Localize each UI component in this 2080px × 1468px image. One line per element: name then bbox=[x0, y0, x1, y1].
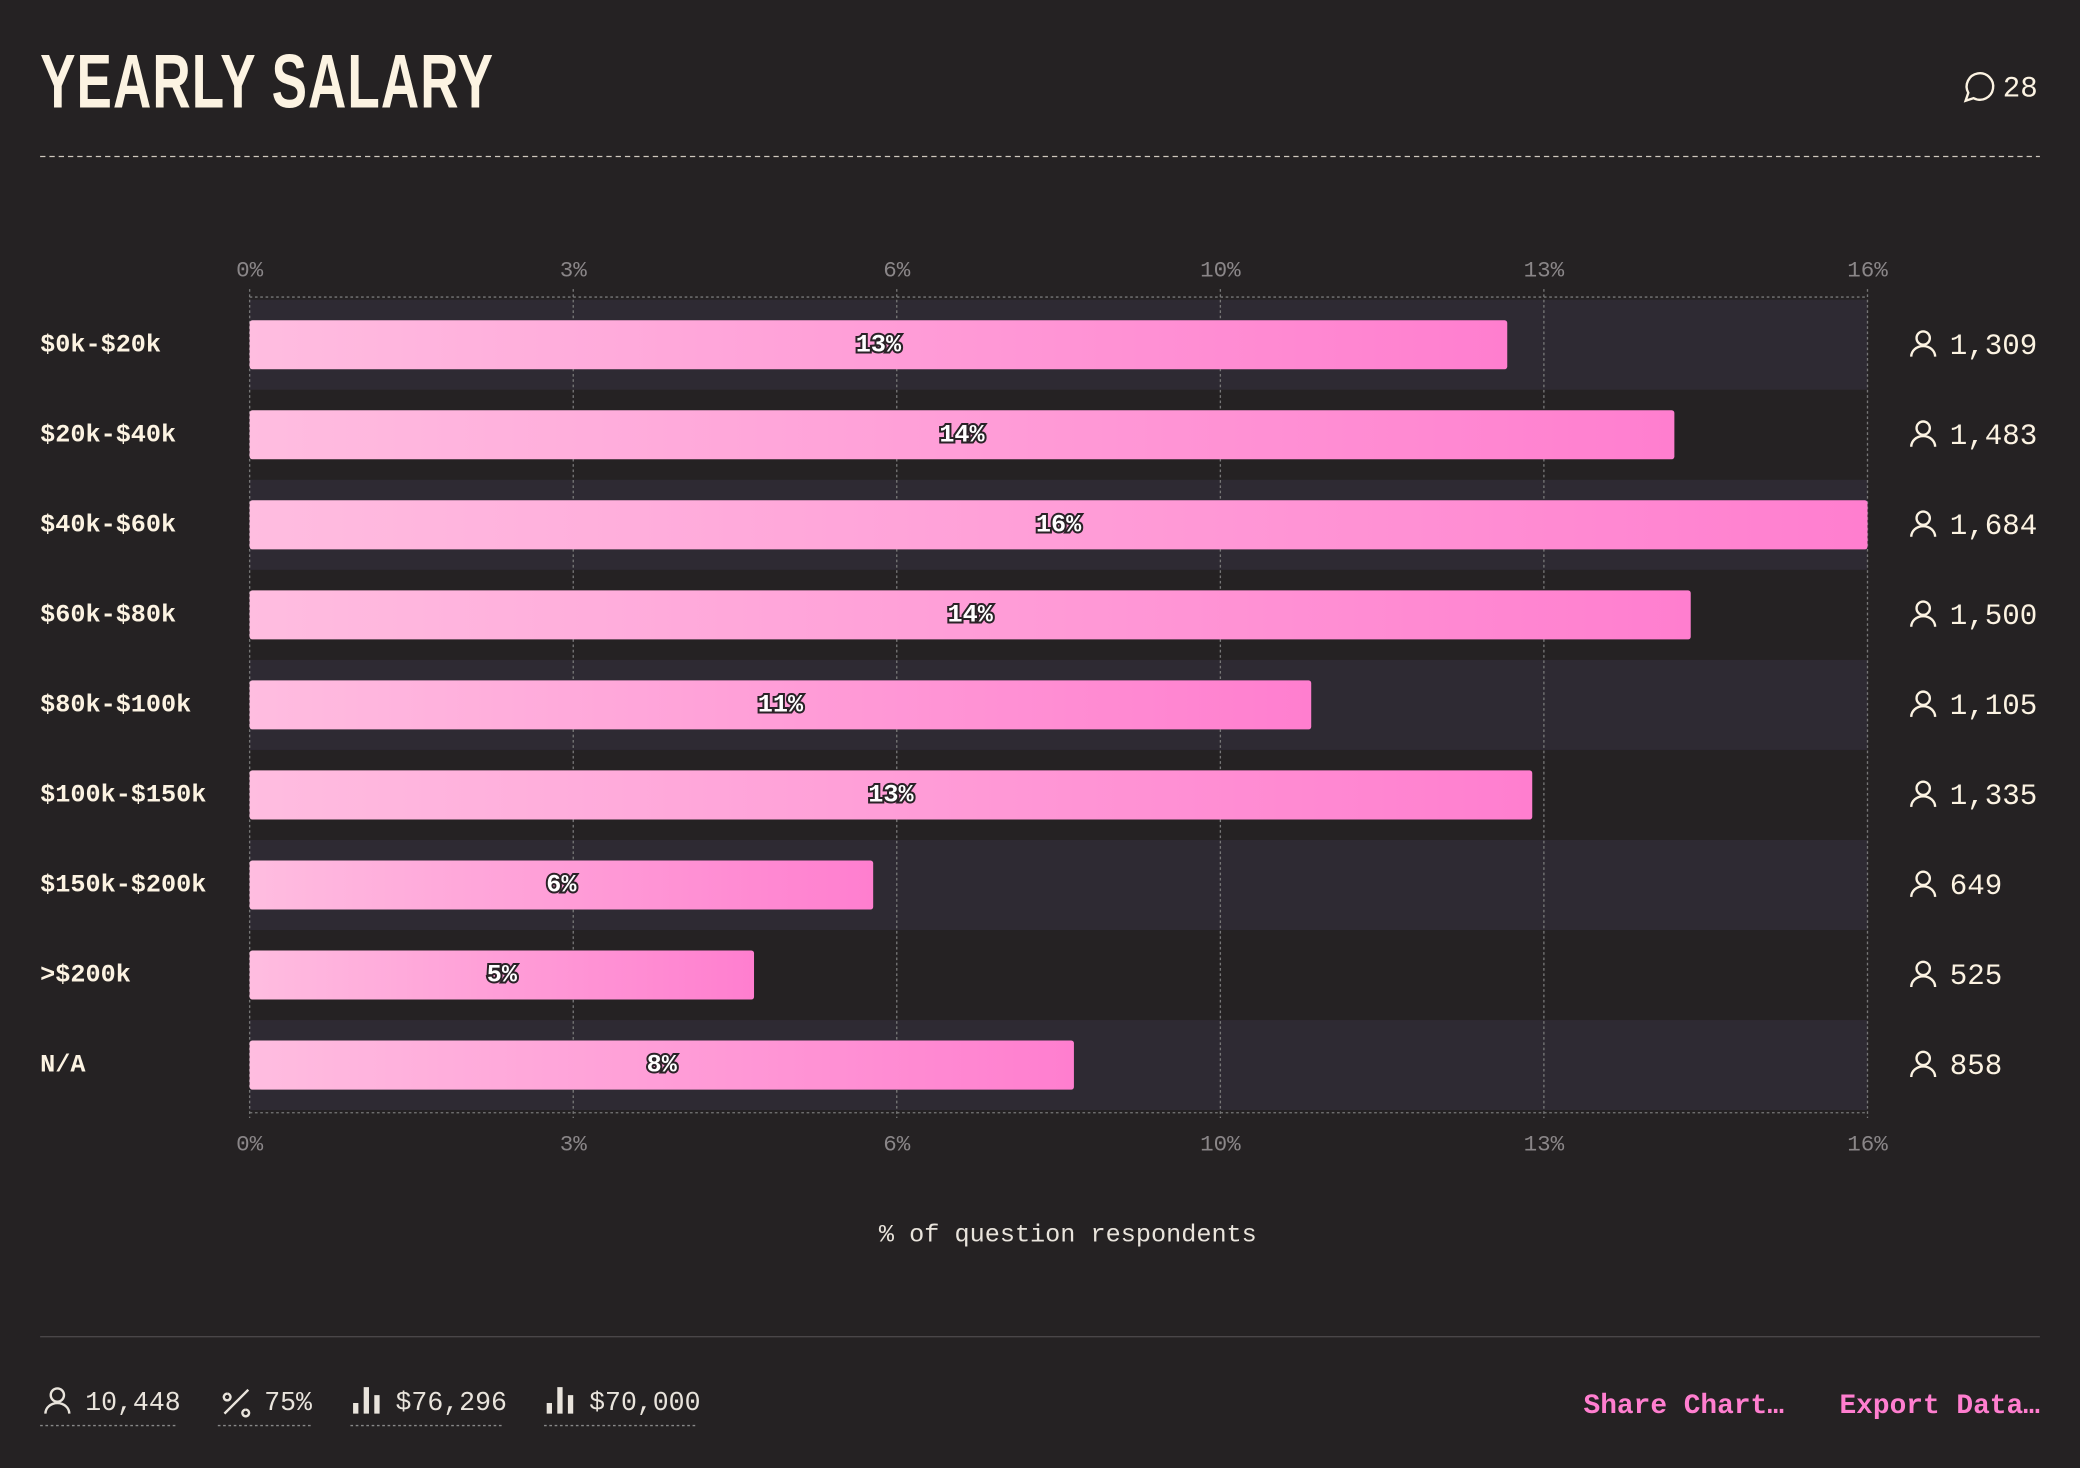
stat-value: 75% bbox=[264, 1388, 312, 1418]
bar bbox=[249, 410, 1675, 460]
stat-value: $70,000 bbox=[589, 1388, 700, 1418]
value-label: 11% bbox=[758, 691, 804, 720]
category-label: $0k-$20k bbox=[40, 330, 161, 359]
x-tick-label: 3% bbox=[560, 257, 588, 283]
bar bbox=[249, 320, 1508, 370]
comments-button[interactable]: 28 bbox=[1963, 72, 2038, 106]
plot: 0% 0% 3% 3% 6% 6% 10% 10% 13% 13% 16% 16% $0k-$20k 13… bbox=[40, 257, 2037, 1157]
x-tick-label: 10% bbox=[1200, 1131, 1241, 1157]
chart-title: YEARLY SALARY bbox=[40, 39, 494, 124]
x-tick-label: 3% bbox=[560, 1131, 588, 1157]
median-icon bbox=[546, 1387, 574, 1414]
person-icon bbox=[1915, 690, 1932, 707]
person-icon bbox=[1910, 705, 1937, 717]
value-label: 13% bbox=[868, 781, 914, 810]
respondent-count: 1,309 bbox=[1950, 330, 2037, 363]
value-label: 16% bbox=[1036, 510, 1082, 539]
person-icon bbox=[1915, 870, 1932, 887]
value-label: 14% bbox=[948, 601, 994, 630]
respondent-count: 1,500 bbox=[1950, 600, 2037, 633]
category-label: $150k-$200k bbox=[40, 871, 206, 900]
x-tick-label: 0% bbox=[236, 1131, 264, 1157]
person-icon bbox=[1915, 1050, 1932, 1067]
stat-median[interactable]: $70,000 bbox=[544, 1387, 701, 1427]
average-icon bbox=[353, 1387, 380, 1414]
respondent-count: 649 bbox=[1950, 870, 2003, 903]
bar bbox=[249, 770, 1533, 820]
category-label: >$200k bbox=[40, 961, 131, 990]
person-icon bbox=[1910, 434, 1937, 447]
x-tick-label: 16% bbox=[1847, 257, 1888, 283]
percent-icon bbox=[222, 1388, 251, 1418]
value-label: 8% bbox=[647, 1051, 678, 1080]
stat-average[interactable]: $76,296 bbox=[350, 1387, 507, 1427]
category-label: $20k-$40k bbox=[40, 420, 176, 449]
stat-value: 10,448 bbox=[85, 1388, 180, 1418]
comment-icon bbox=[1963, 72, 1995, 103]
x-axis-label: % of question respondents bbox=[879, 1220, 1257, 1249]
stat-percent[interactable]: 75% bbox=[217, 1388, 312, 1427]
person-icon bbox=[1915, 420, 1932, 436]
person-icon bbox=[44, 1401, 71, 1414]
person-icon bbox=[1910, 975, 1937, 988]
person-icon bbox=[1915, 510, 1932, 527]
value-label: 5% bbox=[487, 961, 518, 990]
bar bbox=[249, 860, 874, 910]
respondent-count: 1,335 bbox=[1950, 780, 2037, 813]
x-tick-label: 10% bbox=[1200, 257, 1241, 283]
bar bbox=[249, 950, 755, 1000]
share-button[interactable]: Share Chart… bbox=[1584, 1391, 1785, 1422]
person-icon bbox=[1915, 780, 1932, 797]
x-tick-label: 0% bbox=[236, 257, 264, 283]
respondent-count: 1,483 bbox=[1950, 420, 2037, 453]
category-label: N/A bbox=[40, 1051, 86, 1080]
category-label: $40k-$60k bbox=[40, 510, 176, 539]
value-label: 6% bbox=[546, 871, 577, 900]
stat-value: $76,296 bbox=[396, 1388, 507, 1418]
respondent-count: 1,684 bbox=[1950, 510, 2037, 543]
person-icon bbox=[1915, 330, 1932, 346]
value-label: 14% bbox=[939, 420, 985, 449]
x-tick-label: 6% bbox=[883, 257, 911, 283]
person-icon bbox=[1910, 885, 1937, 898]
person-icon bbox=[1910, 1065, 1937, 1078]
category-label: $60k-$80k bbox=[40, 601, 176, 630]
person-icon bbox=[1910, 524, 1937, 537]
person-icon bbox=[1915, 960, 1932, 977]
x-tick-label: 13% bbox=[1524, 1131, 1565, 1157]
respondent-count: 1,105 bbox=[1950, 690, 2037, 723]
x-tick-label: 13% bbox=[1524, 257, 1565, 283]
category-label: $80k-$100k bbox=[40, 691, 191, 720]
value-label: 13% bbox=[856, 330, 902, 359]
person-icon bbox=[49, 1387, 66, 1403]
bar bbox=[249, 1040, 1074, 1090]
stat-respondents[interactable]: 10,448 bbox=[40, 1387, 181, 1427]
export-button[interactable]: Export Data… bbox=[1839, 1391, 2040, 1422]
bar bbox=[249, 590, 1691, 640]
x-tick-label: 16% bbox=[1847, 1131, 1888, 1157]
bar bbox=[249, 500, 1868, 550]
respondent-count: 525 bbox=[1950, 960, 2003, 993]
person-icon bbox=[1910, 795, 1937, 807]
comment-count: 28 bbox=[2003, 73, 2038, 106]
category-label: $100k-$150k bbox=[40, 781, 206, 810]
person-icon bbox=[1915, 600, 1932, 617]
x-tick-label: 6% bbox=[883, 1131, 911, 1157]
respondent-count: 858 bbox=[1950, 1050, 2003, 1083]
person-icon bbox=[1910, 344, 1937, 357]
bar bbox=[249, 680, 1312, 730]
person-icon bbox=[1910, 614, 1937, 627]
